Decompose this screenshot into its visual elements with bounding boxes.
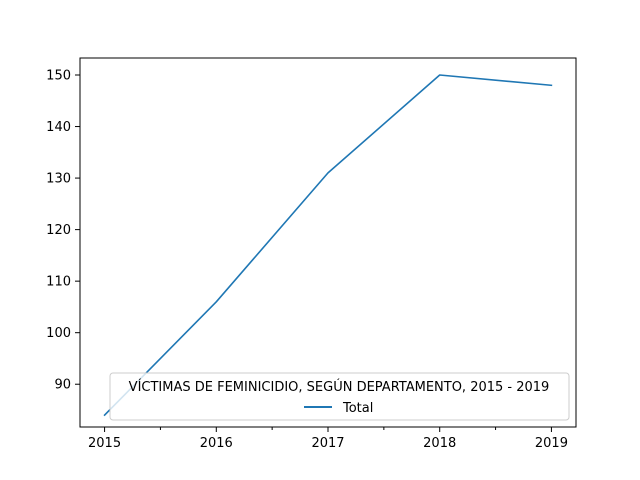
y-tick-label-130: 130: [46, 172, 71, 187]
legend-title: VÍCTIMAS DE FEMINICIDIO, SEGÚN DEPARTAME…: [129, 379, 550, 395]
x-tick-label-2018: 2018: [423, 436, 456, 451]
series-line-total: [103, 74, 553, 417]
legend: VÍCTIMAS DE FEMINICIDIO, SEGÚN DEPARTAME…: [109, 372, 570, 421]
x-tick-label-2016: 2016: [200, 436, 233, 451]
x-tick-label-2019: 2019: [535, 436, 568, 451]
y-tick-label-120: 120: [46, 223, 71, 238]
legend-box: [109, 372, 570, 421]
x-tick-label-2015: 2015: [88, 436, 121, 451]
series-layer: [103, 74, 553, 417]
y-tick-label-90: 90: [54, 378, 71, 393]
x-axis: 2015 2016 2017 2018 2019: [88, 427, 568, 451]
y-tick-label-110: 110: [46, 275, 71, 290]
legend-label-total: Total: [342, 401, 373, 416]
y-axis: 90 100 110 120 130 140 150: [46, 69, 80, 393]
plot-frame: [79, 57, 577, 428]
x-tick-label-2017: 2017: [311, 436, 344, 451]
y-tick-label-140: 140: [46, 120, 71, 135]
y-tick-label-150: 150: [46, 69, 71, 84]
y-tick-label-100: 100: [46, 326, 71, 341]
